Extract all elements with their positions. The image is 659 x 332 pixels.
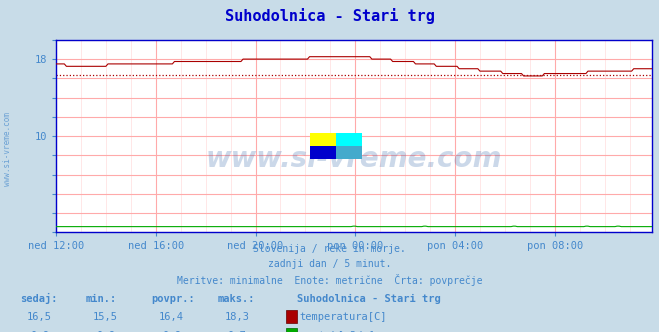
Text: Meritve: minimalne  Enote: metrične  Črta: povprečje: Meritve: minimalne Enote: metrične Črta:… (177, 274, 482, 286)
Text: 15,5: 15,5 (93, 312, 118, 322)
Text: 0,7: 0,7 (228, 331, 246, 332)
Text: temperatura[C]: temperatura[C] (300, 312, 387, 322)
Text: maks.:: maks.: (217, 294, 255, 304)
Text: 16,5: 16,5 (27, 312, 52, 322)
Text: www.si-vreme.com: www.si-vreme.com (206, 145, 502, 173)
Text: Slovenija / reke in morje.: Slovenija / reke in morje. (253, 244, 406, 254)
Text: 18,3: 18,3 (225, 312, 250, 322)
Text: 0,6: 0,6 (162, 331, 181, 332)
Text: 0,6: 0,6 (30, 331, 49, 332)
Text: Suhodolnica - Stari trg: Suhodolnica - Stari trg (297, 294, 440, 304)
Text: 16,4: 16,4 (159, 312, 184, 322)
Text: min.:: min.: (86, 294, 117, 304)
Text: povpr.:: povpr.: (152, 294, 195, 304)
Text: sedaj:: sedaj: (20, 293, 57, 304)
Text: pretok[m3/s]: pretok[m3/s] (300, 331, 375, 332)
Text: zadnji dan / 5 minut.: zadnji dan / 5 minut. (268, 259, 391, 269)
Text: www.si-vreme.com: www.si-vreme.com (3, 113, 13, 186)
Text: 0,6: 0,6 (96, 331, 115, 332)
Text: Suhodolnica - Stari trg: Suhodolnica - Stari trg (225, 8, 434, 24)
